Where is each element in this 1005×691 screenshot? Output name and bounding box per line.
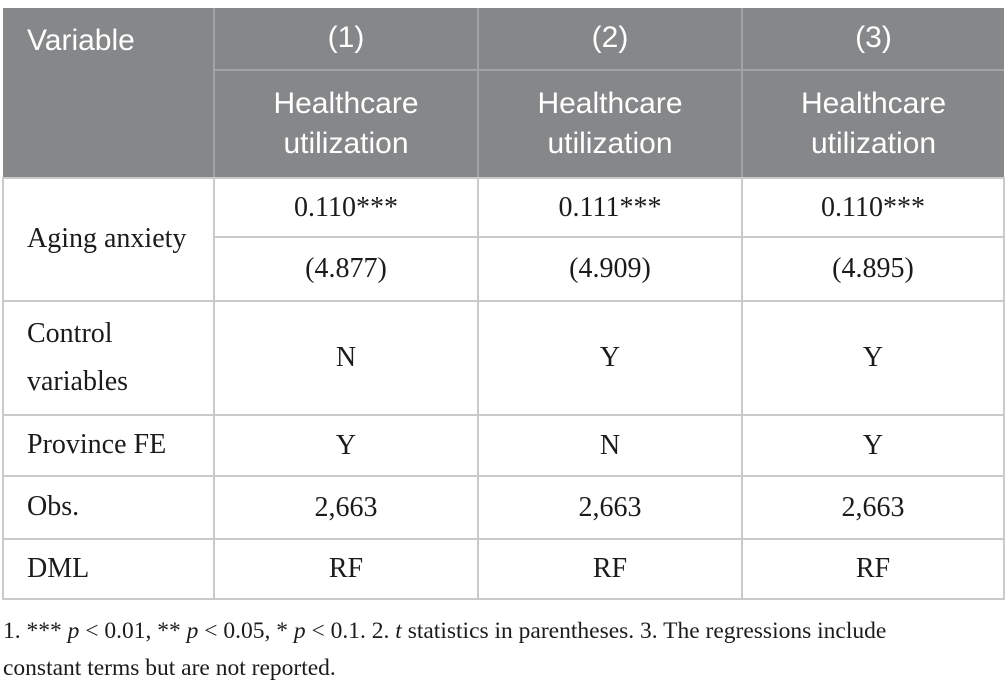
cell-aging-anxiety-tstat-2: (4.909) <box>477 236 743 302</box>
note-italic-p: p <box>293 618 306 644</box>
row-control-variables: Control variables N Y Y <box>2 300 1005 416</box>
row-label-province-fe: Province FE <box>2 414 215 477</box>
row-aging-anxiety-coefficients: Aging anxiety 0.110*** 0.111*** 0.110*** <box>2 177 1005 302</box>
row-label-observations: Obs. <box>2 475 215 540</box>
cell-control-variables-1: N <box>213 300 479 416</box>
cell-control-variables-3: Y <box>741 300 1005 416</box>
row-label-control-variables: Control variables <box>2 300 215 416</box>
row-observations: Obs. 2,663 2,663 2,663 <box>2 475 1005 540</box>
header-cell-model-3-dv: Healthcare utilization <box>741 70 1004 179</box>
row-aging-anxiety-tstats: (4.877) (4.909) (4.895) <box>3 236 1005 302</box>
row-label-dml: DML <box>2 538 215 600</box>
cell-province-fe-3: Y <box>741 414 1005 477</box>
cell-province-fe-2: N <box>477 414 743 477</box>
cell-observations-1: 2,663 <box>213 475 479 540</box>
note-italic-p: p <box>186 618 199 644</box>
cell-province-fe-1: Y <box>213 414 479 477</box>
note-line-1: 1. *** p < 0.01, ** p < 0.05, * p < 0.1.… <box>3 613 1003 650</box>
note-text: < 0.05, * <box>198 618 294 644</box>
cell-aging-anxiety-coef-3: 0.110*** <box>741 177 1005 238</box>
header-cell-model-1-dv: Healthcare utilization <box>214 70 479 179</box>
header-cell-model-2-number: (2) <box>477 8 743 71</box>
note-text: < 0.1. 2. <box>305 618 396 644</box>
note-italic-t: t <box>395 618 402 644</box>
cell-dml-1: RF <box>213 538 479 600</box>
cell-aging-anxiety-coef-2: 0.111*** <box>477 177 743 238</box>
table-notes: 1. *** p < 0.01, ** p < 0.05, * p < 0.1.… <box>3 613 1003 687</box>
cell-aging-anxiety-tstat-3: (4.895) <box>741 236 1005 302</box>
note-text: statistics in parentheses. 3. The regres… <box>401 618 887 644</box>
header-cell-variable: Variable <box>3 8 215 179</box>
note-line-2: constant terms but are not reported. <box>3 655 336 682</box>
cell-observations-2: 2,663 <box>477 475 743 540</box>
note-text: < 0.01, ** <box>79 618 187 644</box>
cell-aging-anxiety-tstat-1: (4.877) <box>213 236 479 302</box>
row-label-aging-anxiety: Aging anxiety <box>2 177 215 302</box>
row-dml: DML RF RF RF <box>2 538 1005 600</box>
cell-control-variables-2: Y <box>477 300 743 416</box>
cell-dml-3: RF <box>741 538 1005 600</box>
table-body: Aging anxiety 0.110*** 0.111*** 0.110***… <box>2 177 1005 600</box>
table-header: Variable (1) (2) (3) Healthcare utilizat… <box>3 8 1004 179</box>
header-cell-model-3-number: (3) <box>741 8 1004 71</box>
regression-results-table: Variable (1) (2) (3) Healthcare utilizat… <box>2 8 1005 600</box>
note-italic-p: p <box>67 618 80 644</box>
row-province-fe: Province FE Y N Y <box>2 414 1005 477</box>
note-text: 1. *** <box>3 618 68 644</box>
header-cell-model-2-dv: Healthcare utilization <box>477 70 743 179</box>
header-cell-model-1-number: (1) <box>213 8 479 71</box>
header-row-model-numbers: Variable (1) (2) (3) <box>3 8 1004 179</box>
cell-dml-2: RF <box>477 538 743 600</box>
header-row-dependent-variables: Healthcare utilization Healthcare utiliz… <box>3 70 1004 179</box>
cell-observations-3: 2,663 <box>741 475 1005 540</box>
cell-aging-anxiety-coef-1: 0.110*** <box>213 177 479 238</box>
